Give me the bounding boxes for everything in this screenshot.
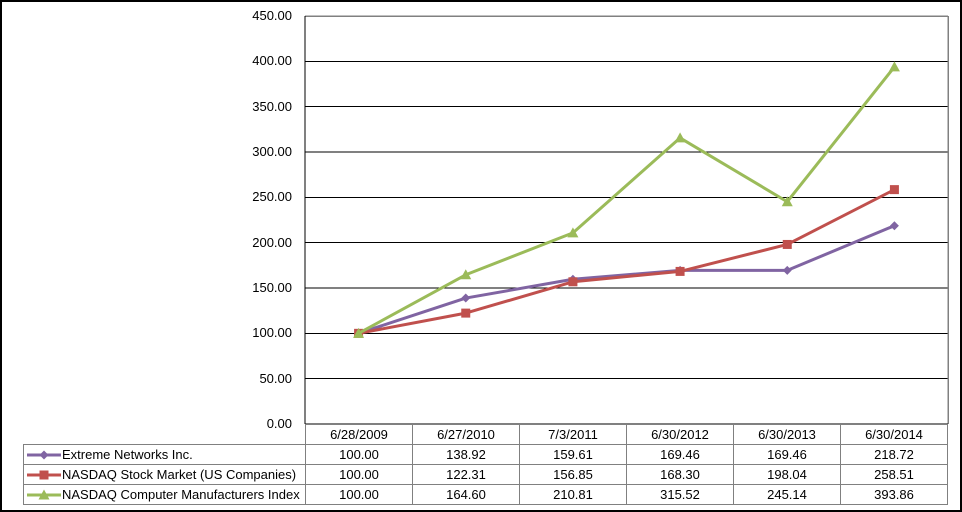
date-header: 6/30/2013	[733, 424, 841, 445]
date-header: 6/30/2012	[626, 424, 734, 445]
value-cell: 315.52	[626, 484, 734, 505]
value-cell: 168.30	[626, 464, 734, 485]
value-cell: 156.85	[519, 464, 627, 485]
date-header: 6/28/2009	[305, 424, 413, 445]
triangle-marker	[353, 327, 365, 338]
y-axis-tick-label: 150.00	[252, 280, 292, 295]
value-cell: 258.51	[840, 464, 948, 485]
diamond-marker	[889, 221, 899, 231]
value-cell: 210.81	[519, 484, 627, 505]
y-axis-tick-label: 350.00	[252, 98, 292, 114]
y-axis-tick-label: 250.00	[252, 189, 292, 205]
legend-cell: NASDAQ Stock Market (US Companies)	[23, 464, 306, 485]
value-cell: 100.00	[305, 464, 413, 485]
value-cell: 169.46	[626, 444, 734, 465]
y-axis-tick-label: 0.00	[266, 416, 292, 431]
date-header-row: 6/28/2009 6/27/2010 7/3/2011 6/30/2012 6/30/…	[24, 424, 948, 445]
triangle-marker	[567, 227, 579, 238]
y-axis-tick-label: 50.00	[259, 370, 292, 386]
value-cell: 218.72	[840, 444, 948, 465]
date-header: 7/3/2011	[519, 424, 627, 445]
value-cell: 138.92	[412, 444, 520, 465]
square-marker	[461, 308, 471, 318]
series-line-diamond	[357, 224, 896, 335]
triangle-marker	[888, 61, 900, 72]
legend-cell: NASDAQ Computer Manufacturers Index	[23, 484, 306, 505]
square-legend-swatch	[27, 470, 61, 480]
triangle-legend-swatch	[27, 489, 61, 500]
value-cell: 169.46	[733, 444, 841, 465]
diamond-marker	[782, 265, 792, 275]
y-axis-tick-label: 100.00	[252, 325, 292, 341]
value-cell: 393.86	[840, 484, 948, 505]
value-cell: 164.60	[412, 484, 520, 505]
series-row: NASDAQ Computer Manufacturers Index 100.0…	[23, 484, 948, 505]
series-row: NASDAQ Stock Market (US Companies) 100.00…	[23, 464, 948, 485]
series-line-square	[357, 188, 896, 335]
diamond-legend-swatch	[27, 450, 61, 460]
y-axis-tick-label: 400.00	[252, 53, 292, 69]
blank-corner-cell	[24, 425, 306, 445]
y-axis-tick-label: 300.00	[252, 144, 292, 159]
series-label: NASDAQ Stock Market (US Companies)	[62, 467, 297, 482]
value-cell: 159.61	[519, 444, 627, 465]
square-marker	[568, 277, 578, 287]
series-label: Extreme Networks Inc.	[62, 447, 193, 462]
triangle-marker	[781, 196, 793, 207]
triangle-marker	[674, 132, 686, 143]
series-row: Extreme Networks Inc. 100.00 138.92 159.61 1…	[23, 444, 948, 465]
square-marker	[782, 239, 792, 249]
value-cell: 122.31	[412, 464, 520, 485]
performance-data-table: 6/28/2009 6/27/2010 7/3/2011 6/30/2012 6/30/…	[23, 424, 948, 505]
legend-cell: Extreme Networks Inc.	[23, 444, 306, 465]
value-cell: 198.04	[733, 464, 841, 485]
y-axis-tick-label: 450.00	[252, 8, 292, 23]
diamond-marker	[461, 293, 471, 303]
series-line-triangle	[357, 65, 896, 335]
square-marker	[889, 185, 899, 195]
value-cell: 100.00	[305, 444, 413, 465]
y-axis-tick-label: 200.00	[252, 234, 292, 250]
date-header: 6/27/2010	[412, 424, 520, 445]
square-marker	[675, 266, 685, 276]
triangle-marker	[460, 269, 472, 280]
value-cell: 100.00	[305, 484, 413, 505]
date-header: 6/30/2014	[840, 424, 948, 445]
value-cell: 245.14	[733, 484, 841, 505]
series-label: NASDAQ Computer Manufacturers Index	[62, 487, 300, 502]
